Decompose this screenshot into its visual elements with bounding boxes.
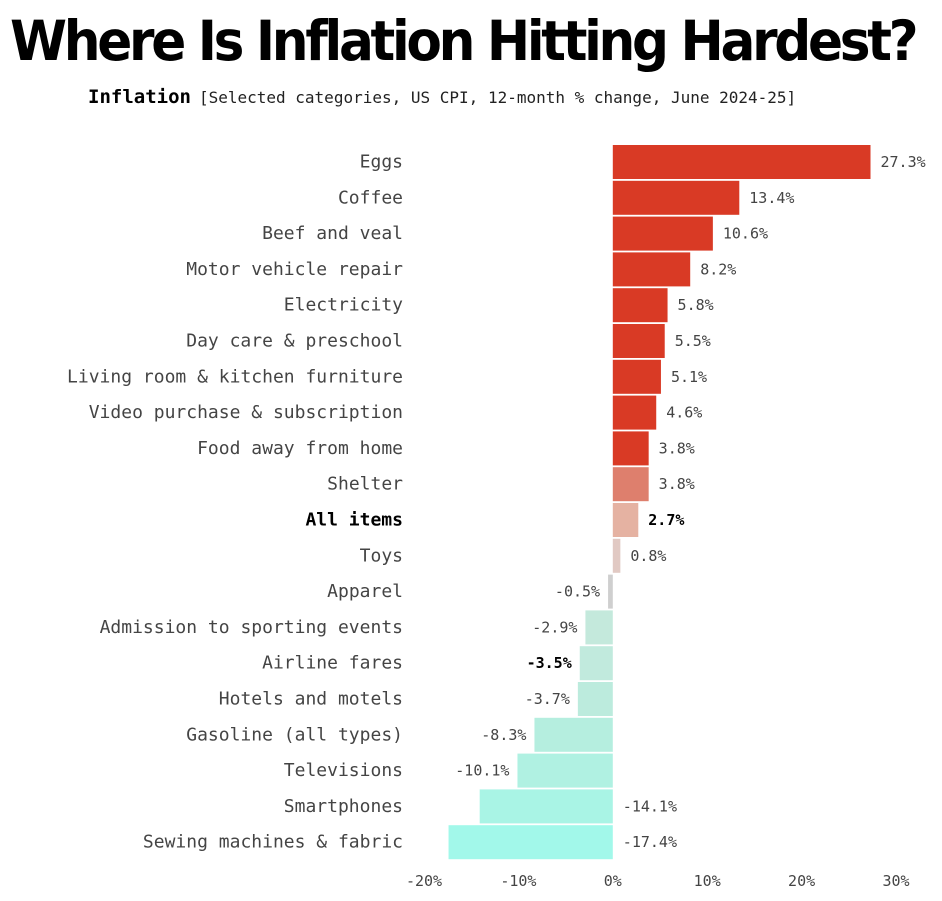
chart-title: Where Is Inflation Hitting Hardest? (10, 9, 919, 73)
category-label: Beef and veal (262, 223, 403, 244)
bar (585, 610, 613, 645)
value-label: 5.8% (678, 296, 714, 314)
value-label: 27.3% (881, 153, 926, 171)
bar (612, 324, 665, 358)
value-label: -10.1% (455, 762, 509, 780)
x-axis: -20% -10% 0% 10% 20% 30% (406, 872, 910, 890)
value-label: 0.8% (630, 547, 666, 565)
bar (479, 789, 613, 824)
value-label: -14.1% (623, 797, 677, 815)
x-tick-label: 20% (788, 872, 815, 890)
category-label: Apparel (327, 581, 403, 602)
value-label: 10.6% (723, 225, 768, 243)
chart-subtitle: Inflation [Selected categories, US CPI, 1… (88, 86, 796, 108)
value-label: 4.6% (666, 404, 702, 422)
bar (612, 538, 621, 573)
value-label: 8.2% (700, 260, 736, 278)
category-label: Eggs (360, 152, 403, 173)
bar (612, 431, 649, 466)
x-tick-label: 0% (604, 872, 622, 890)
value-label: 5.5% (675, 332, 711, 350)
bars (448, 145, 871, 860)
value-labels: 27.3% 13.4% 10.6% 8.2% 5.8% 5.5% 5.1% 4.6% 3.8% 3… (455, 153, 925, 851)
category-label: Airline fares (262, 653, 403, 674)
value-label: -3.5% (527, 654, 572, 672)
value-label: -0.5% (555, 583, 600, 601)
bar (612, 180, 740, 215)
category-labels: Eggs Coffee Beef and veal Motor vehicle rep… (67, 152, 403, 853)
value-label: 2.7% (648, 511, 684, 529)
category-label: Electricity (284, 295, 403, 316)
category-label: Video purchase & subscription (89, 402, 403, 423)
x-tick-label: -20% (406, 872, 442, 890)
category-label: Motor vehicle repair (186, 259, 403, 280)
category-label: Day care & preschool (186, 331, 403, 352)
category-label: Food away from home (197, 438, 403, 459)
bar (612, 252, 691, 287)
value-label: 3.8% (659, 439, 695, 457)
subtitle-lead: Inflation (88, 86, 191, 108)
bar (612, 145, 871, 179)
x-tick-label: -10% (500, 872, 536, 890)
category-label: Hotels and motels (219, 689, 403, 710)
bar (577, 682, 613, 716)
value-label: 13.4% (749, 189, 794, 207)
bar (579, 646, 613, 681)
bar (448, 825, 613, 860)
value-label: 5.1% (671, 368, 707, 386)
value-label: -8.3% (481, 726, 526, 744)
value-label: -3.7% (525, 690, 570, 708)
bar (608, 574, 613, 609)
bar (612, 359, 661, 394)
bar (517, 753, 613, 788)
category-label: All items (305, 510, 403, 531)
category-label: Toys (360, 545, 403, 566)
category-label: Smartphones (284, 796, 403, 817)
category-label: Coffee (338, 187, 403, 208)
subtitle-detail: [Selected categories, US CPI, 12-month %… (198, 88, 797, 107)
x-tick-label: 30% (882, 872, 909, 890)
x-tick-label: 10% (694, 872, 721, 890)
bar (612, 216, 713, 251)
category-label: Gasoline (all types) (186, 724, 403, 745)
category-label: Admission to sporting events (100, 617, 403, 638)
bar (534, 717, 613, 752)
category-label: Sewing machines & fabric (143, 832, 403, 853)
category-label: Living room & kitchen furniture (67, 366, 403, 387)
bar (612, 395, 657, 430)
value-label: -2.9% (532, 618, 577, 636)
bar (612, 503, 639, 537)
category-label: Televisions (284, 760, 403, 781)
bar (612, 288, 668, 323)
category-label: Shelter (327, 474, 403, 495)
value-label: -17.4% (623, 833, 677, 851)
bar (612, 467, 649, 502)
value-label: 3.8% (659, 475, 695, 493)
